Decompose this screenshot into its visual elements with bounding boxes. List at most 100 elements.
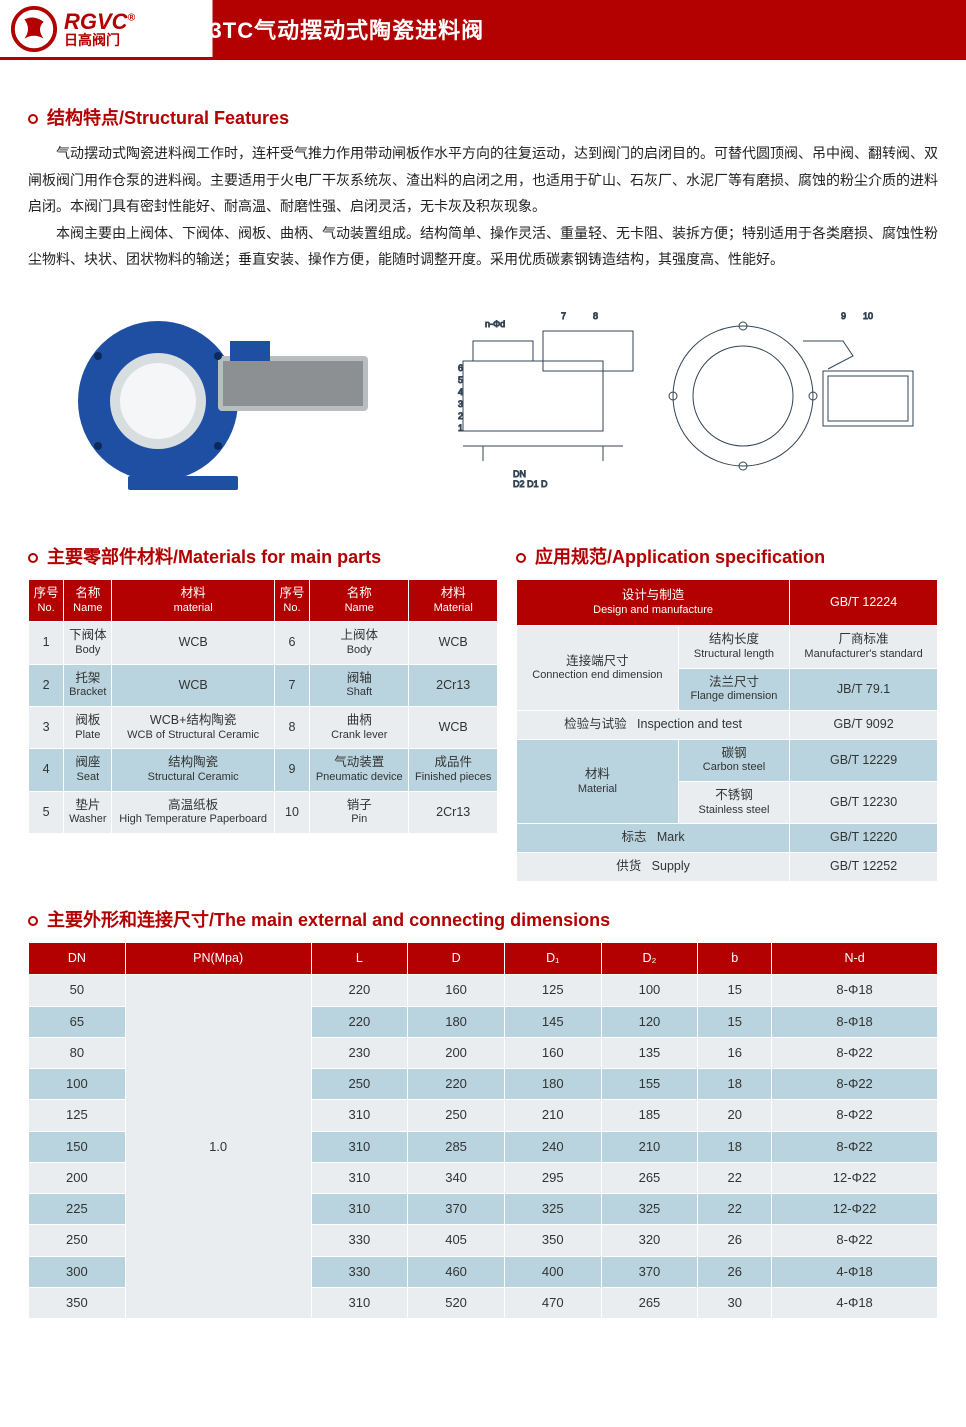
table-cell: 托架Bracket: [64, 664, 112, 706]
table-cell: 15: [698, 975, 772, 1006]
col-header: L: [311, 942, 408, 975]
table-cell: WCB: [409, 707, 498, 749]
table-cell: 250: [29, 1225, 126, 1256]
table-cell: 405: [408, 1225, 505, 1256]
table-cell: 1: [29, 622, 64, 664]
table-cell: 180: [408, 1006, 505, 1037]
table-cell: 310: [311, 1100, 408, 1131]
table-cell: WCB: [112, 622, 274, 664]
table-cell: WCB+结构陶瓷WCB of Structural Ceramic: [112, 707, 274, 749]
col-header: D₁: [504, 942, 601, 975]
svg-text:4: 4: [458, 387, 463, 397]
table-cell: WCB: [112, 664, 274, 706]
product-title: SZ643TC气动摆动式陶瓷进料阀: [153, 13, 484, 45]
appspec-head-design: 设计与制造Design and manufacture: [517, 579, 790, 625]
svg-text:n-Φd: n-Φd: [485, 319, 505, 329]
table-cell: 225: [29, 1194, 126, 1225]
table-cell: 285: [408, 1131, 505, 1162]
table-cell: 200: [29, 1162, 126, 1193]
table-cell: 6: [274, 622, 309, 664]
technical-drawing: 6 5 4 3 2 1 7 8 DN D2 D1 D n-Φd: [428, 291, 938, 511]
table-cell: 3: [29, 707, 64, 749]
table-cell: 结构陶瓷Structural Ceramic: [112, 749, 274, 791]
table-cell: 20: [698, 1100, 772, 1131]
table-cell: 8-Φ22: [772, 1037, 938, 1068]
table-cell: 阀板Plate: [64, 707, 112, 749]
table-cell: 2Cr13: [409, 791, 498, 833]
table-cell: 5: [29, 791, 64, 833]
table-cell: 12-Φ22: [772, 1194, 938, 1225]
table-cell: 320: [601, 1225, 698, 1256]
table-cell: GB/T 12230: [790, 782, 938, 824]
brand-logo-icon: [10, 5, 58, 53]
table-row: 标志 MarkGB/T 12220: [517, 824, 938, 853]
appspec-title-cn: 应用规范: [535, 547, 607, 567]
table-cell: 阀轴Shaft: [310, 664, 409, 706]
col-name2: 名称Name: [310, 579, 409, 621]
table-cell: 垫片Washer: [64, 791, 112, 833]
svg-text:6: 6: [458, 363, 463, 373]
table-cell: 气动装置Pneumatic device: [310, 749, 409, 791]
table-cell: 470: [504, 1287, 601, 1318]
table-cell: 50: [29, 975, 126, 1006]
materials-title: 主要零部件材料/Materials for main parts: [28, 543, 498, 569]
table-cell: 不锈钢Stainless steel: [678, 782, 789, 824]
table-cell: 150: [29, 1131, 126, 1162]
table-cell: 250: [408, 1100, 505, 1131]
appspec-title: 应用规范/Application specification: [516, 543, 938, 569]
table-cell: GB/T 12252: [790, 853, 938, 882]
table-cell: 8-Φ22: [772, 1069, 938, 1100]
materials-title-cn: 主要零部件材料: [47, 547, 173, 567]
table-cell: 125: [504, 975, 601, 1006]
table-cell: 供货 Supply: [517, 853, 790, 882]
table-cell: 200: [408, 1037, 505, 1068]
table-cell: GB/T 9092: [790, 711, 938, 740]
table-cell: 标志 Mark: [517, 824, 790, 853]
brand-reg: ®: [128, 12, 135, 23]
table-cell: 12-Φ22: [772, 1162, 938, 1193]
table-cell: 100: [601, 975, 698, 1006]
table-cell: 4: [29, 749, 64, 791]
dims-title-cn: 主要外形和连接尺寸: [47, 910, 209, 930]
table-cell: 下阀体Body: [64, 622, 112, 664]
table-cell: 10: [274, 791, 309, 833]
table-cell: 265: [601, 1287, 698, 1318]
table-cell: 220: [311, 975, 408, 1006]
table-cell: 22: [698, 1194, 772, 1225]
table-cell: 145: [504, 1006, 601, 1037]
brand-sub: 日高阀门: [64, 33, 135, 47]
table-cell: 265: [601, 1162, 698, 1193]
table-cell: 26: [698, 1225, 772, 1256]
table-cell: 16: [698, 1037, 772, 1068]
table-cell: 240: [504, 1131, 601, 1162]
table-cell: 370: [601, 1256, 698, 1287]
table-cell: 370: [408, 1194, 505, 1225]
table-cell: 210: [504, 1100, 601, 1131]
appspec-table: 设计与制造Design and manufacture GB/T 12224 连…: [516, 579, 938, 882]
table-cell: 330: [311, 1256, 408, 1287]
col-header: D: [408, 942, 505, 975]
table-cell: 325: [601, 1194, 698, 1225]
table-cell: 520: [408, 1287, 505, 1318]
table-cell: 220: [408, 1069, 505, 1100]
svg-text:9: 9: [841, 311, 846, 321]
features-title-cn: 结构特点: [47, 108, 119, 128]
table-cell: 碳钢Carbon steel: [678, 739, 789, 781]
features-p2: 本阀主要由上阀体、下阀体、阀板、曲柄、气动装置组成。结构简单、操作灵活、重量轻、…: [28, 220, 938, 273]
table-cell: 8-Φ18: [772, 975, 938, 1006]
table-cell: 400: [504, 1256, 601, 1287]
svg-text:10: 10: [863, 311, 873, 321]
table-cell: 135: [601, 1037, 698, 1068]
col-no: 序号No.: [29, 579, 64, 621]
bullet-icon: [28, 553, 38, 563]
features-p1: 气动摆动式陶瓷进料阀工作时，连杆受气推力作用带动闸板作水平方向的往复运动，达到阀…: [28, 140, 938, 220]
table-row: 4阀座Seat结构陶瓷Structural Ceramic9气动装置Pneuma…: [29, 749, 498, 791]
svg-text:7: 7: [561, 311, 566, 321]
table-cell: 8: [274, 707, 309, 749]
table-cell: 185: [601, 1100, 698, 1131]
table-cell: 高温纸板High Temperature Paperboard: [112, 791, 274, 833]
table-cell: 材料Material: [517, 739, 679, 824]
table-cell: 350: [29, 1287, 126, 1318]
col-header: N-d: [772, 942, 938, 975]
page-header: RGVC® 日高阀门 SZ643TC气动摆动式陶瓷进料阀: [0, 0, 966, 60]
